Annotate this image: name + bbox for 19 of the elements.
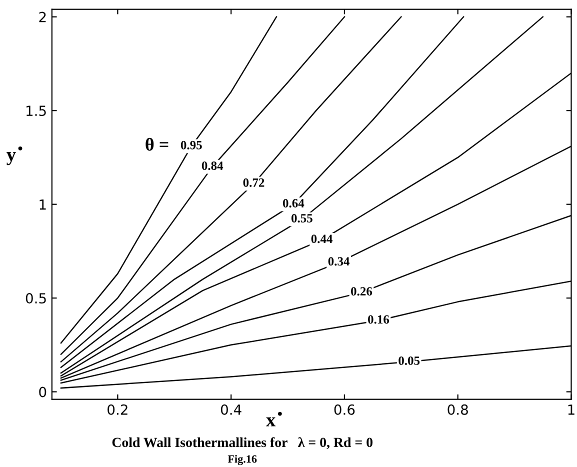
y-tick-label: 0.5 [26,293,46,304]
y-tick-label: 2 [39,12,46,22]
annotation: θ = [146,138,168,151]
x-axis-title: x$^{•}$ [266,412,282,426]
x-tick-label: 0.4 [220,404,242,415]
x-tick-label: 0.6 [334,404,355,415]
y-tick-label: 0 [39,386,46,398]
y-tick-label: 1.5 [26,106,46,116]
y-axis-title: y$^{•}$ [6,146,22,166]
caption: Fig.16 [228,454,257,466]
text: Cold Wall Isothermallines for λ = 0, Rd = 0 [112,437,372,450]
series-label: 0.95 [180,140,202,150]
y-tick-label: 1 [40,199,46,210]
line-series [60,16,278,344]
series-label: 0.72 [243,178,264,187]
x-tick-label: 0.8 [448,404,468,415]
x-tick-label: 0.2 [108,404,128,415]
series-label: 0.84 [202,162,224,170]
x-tick-label: 1 [568,404,574,415]
